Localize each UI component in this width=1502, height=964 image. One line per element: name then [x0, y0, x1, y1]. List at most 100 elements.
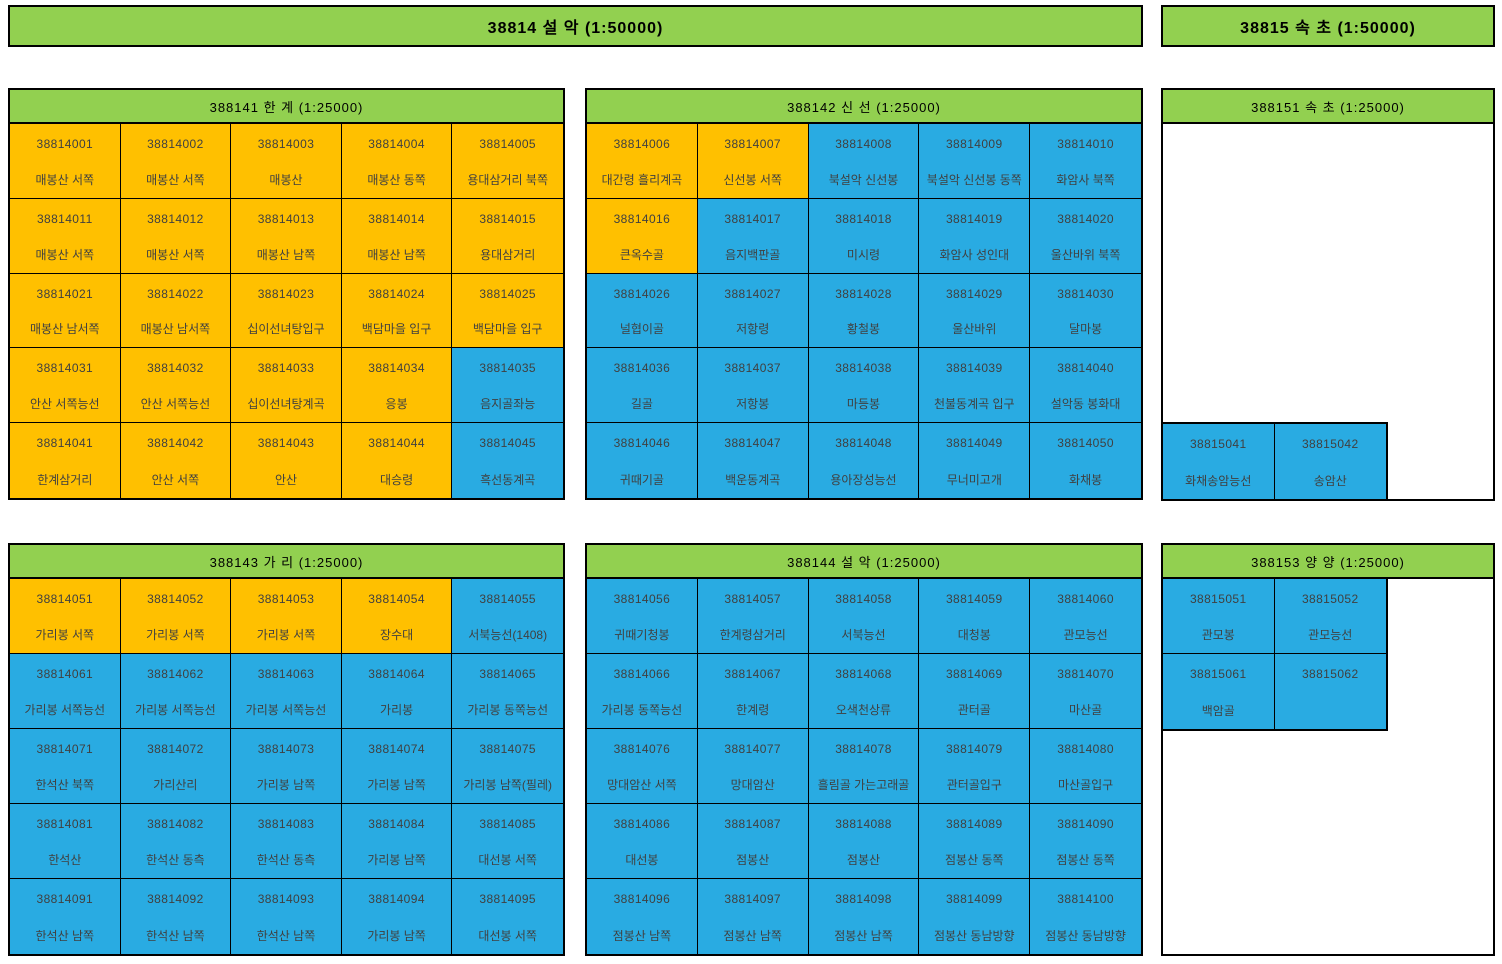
map-cell-38814088: 38814088 점봉산 [808, 804, 920, 879]
section-388141: 388141 한 계 (1:25000) 38814001 매봉산 서쪽 38814… [8, 88, 565, 500]
map-cell-number: 38814018 [835, 211, 892, 226]
map-cell-38814024: 38814024 백담마을 입구 [341, 273, 453, 349]
map-cell-name: 천불동계곡 입구 [933, 397, 1015, 412]
map-cell-38814015: 38814015 용대삼거리 [452, 198, 563, 274]
map-cell-number: 38814076 [613, 742, 671, 756]
map-cell-number: 38814023 [257, 286, 315, 301]
map-cell-38814008: 38814008 북설악 신선봉 [808, 124, 920, 199]
map-cell-number: 38814072 [147, 742, 204, 756]
map-cell-38814093: 38814093 한석산 남쪽 [231, 879, 342, 954]
map-cell-number: 38814097 [724, 892, 781, 906]
map-cell-number: 38814088 [835, 817, 892, 831]
map-cell-38814100: 38814100 점봉산 동남방향 [1030, 879, 1141, 954]
map-cell-name: 마등봉 [846, 397, 881, 412]
map-cell-name: 음지백판골 [725, 247, 781, 262]
map-cell-name: 울산바위 북쪽 [1050, 247, 1121, 262]
map-cell-name: 가리봉 동쪽능선 [601, 703, 683, 717]
map-cell-name: 흑선동계곡 [480, 473, 536, 487]
map-cell-38814018: 38814018 미시령 [808, 198, 920, 274]
map-cell-38814057: 38814057 한계령삼거리 [697, 579, 809, 654]
map-cell-number: 38814048 [835, 436, 892, 451]
map-cell-38814096: 38814096 점봉산 남쪽 [587, 879, 698, 954]
map-cell-number: 38814047 [724, 436, 781, 451]
map-cell-name: 무너미고개 [946, 473, 1002, 487]
map-cell-38814047: 38814047 백운동계곡 [697, 423, 809, 498]
map-cell-38814031: 38814031 안산 서쪽능선 [10, 348, 121, 424]
map-cell-38814016: 38814016 큰옥수골 [587, 198, 698, 274]
map-cell-number: 38814008 [835, 137, 892, 151]
map-cell-number: 38814100 [1057, 892, 1114, 906]
map-cell-name: 화채송암능선 [1185, 474, 1252, 488]
section-388144-grid: 38814056 귀때기청봉 38814057 한계령삼거리 38814058 서북능선 3… [587, 579, 1141, 954]
map-cell-number: 38814057 [724, 592, 781, 606]
map-cell-name: 십이선녀탕계곡 [247, 397, 325, 412]
map-cell-number: 38814075 [479, 742, 536, 756]
map-cell-number: 38814028 [835, 286, 892, 301]
map-cell-38814099: 38814099 점봉산 동남방향 [919, 879, 1031, 954]
map-cell-38814005: 38814005 용대삼거리 북쪽 [452, 124, 563, 199]
map-cell-38814029: 38814029 울산바위 [919, 273, 1031, 349]
map-cell-name: 마산골입구 [1057, 778, 1114, 792]
map-cell-number: 38814012 [147, 211, 204, 226]
map-cell-name: 미시령 [846, 247, 881, 262]
map-cell-number: 38814052 [147, 592, 204, 606]
map-cell-name: 흘림골 가는고래골 [817, 778, 910, 792]
map-cell-number: 38814030 [1057, 286, 1114, 301]
map-cell-name: 신선봉 서쪽 [723, 172, 782, 187]
map-cell-number: 38814086 [613, 817, 671, 831]
map-cell-number: 38814044 [368, 436, 425, 451]
map-cell-number: 38814004 [368, 137, 425, 151]
map-cell-38814050: 38814050 화채봉 [1030, 423, 1141, 498]
map-cell-38814033: 38814033 십이선녀탕계곡 [231, 348, 342, 424]
map-cell-38814097: 38814097 점봉산 남쪽 [697, 879, 809, 954]
map-cell-number: 38814040 [1057, 361, 1114, 376]
map-cell-38814083: 38814083 한석산 동측 [231, 804, 342, 879]
map-cell-38814001: 38814001 매봉산 서쪽 [10, 124, 121, 199]
map-cell-name: 관터골 [957, 703, 991, 717]
map-cell-name: 매봉산 동쪽 [367, 172, 426, 187]
map-cell-name: 한계령 [736, 703, 770, 717]
map-cell-number: 38815052 [1301, 592, 1359, 606]
map-cell-name: 매봉산 남쪽 [256, 247, 316, 262]
map-cell-number: 38814069 [945, 667, 1003, 681]
map-cell-38814025: 38814025 백담마을 입구 [452, 273, 563, 349]
section-388144-header: 388144 설 악 (1:25000) [587, 545, 1141, 579]
map-cell-38814011: 38814011 매봉산 서쪽 [10, 198, 121, 274]
map-cell-38814051: 38814051 가리봉 서쪽 [10, 579, 121, 654]
map-cell-38814056: 38814056 귀때기청봉 [587, 579, 698, 654]
map-cell-name: 점봉산 남쪽 [612, 929, 672, 943]
map-cell-number: 38814025 [479, 286, 536, 301]
map-cell-name: 백담마을 입구 [361, 322, 432, 337]
map-cell-number: 38814007 [724, 137, 781, 151]
map-cell-38814026: 38814026 널협이골 [587, 273, 698, 349]
map-cell-number: 38814045 [479, 436, 536, 451]
map-cell-name: 황철봉 [846, 322, 881, 337]
map-cell-number: 38815042 [1301, 437, 1359, 451]
map-cell-number: 38814059 [945, 592, 1003, 606]
map-cell-name: 한석산 [48, 853, 82, 867]
map-cell-name: 가리봉 남쪽 [256, 778, 316, 792]
map-cell-number: 38814083 [257, 817, 315, 831]
map-cell-number: 38814079 [945, 742, 1003, 756]
map-cell-38814043: 38814043 안산 [231, 423, 342, 498]
map-cell-name: 한석산 남쪽 [146, 929, 205, 943]
map-cell-name: 대승령 [380, 473, 414, 487]
map-cell-number: 38814081 [36, 817, 94, 831]
map-cell-number: 38814095 [479, 892, 536, 906]
map-cell-name: 저항봉 [736, 397, 770, 412]
map-cell-38814023: 38814023 십이선녀탕입구 [231, 273, 342, 349]
map-cell-name: 마산골 [1069, 703, 1103, 717]
map-cell-name: 음지골좌능 [480, 397, 536, 412]
section-388142-grid: 38814006 대간령 흘리계곡 38814007 신선봉 서쪽 38814008 북설… [587, 124, 1141, 498]
map-cell-number: 38814050 [1057, 436, 1114, 451]
map-cell-name: 관모능선 [1063, 628, 1108, 642]
map-cell-name: 가리봉 남쪽 [367, 929, 426, 943]
section-388144: 388144 설 악 (1:25000) 38814056 귀때기청봉 388140… [585, 543, 1143, 956]
map-cell-name: 길골 [630, 397, 653, 412]
map-cell-number: 38814054 [368, 592, 425, 606]
map-cell-38814070: 38814070 마산골 [1030, 654, 1141, 729]
map-cell-name: 가리봉 동쪽능선 [467, 703, 548, 717]
map-cell-number: 38814029 [945, 286, 1003, 301]
map-cell-number: 38814082 [147, 817, 204, 831]
map-cell-name: 한계령삼거리 [719, 628, 786, 642]
